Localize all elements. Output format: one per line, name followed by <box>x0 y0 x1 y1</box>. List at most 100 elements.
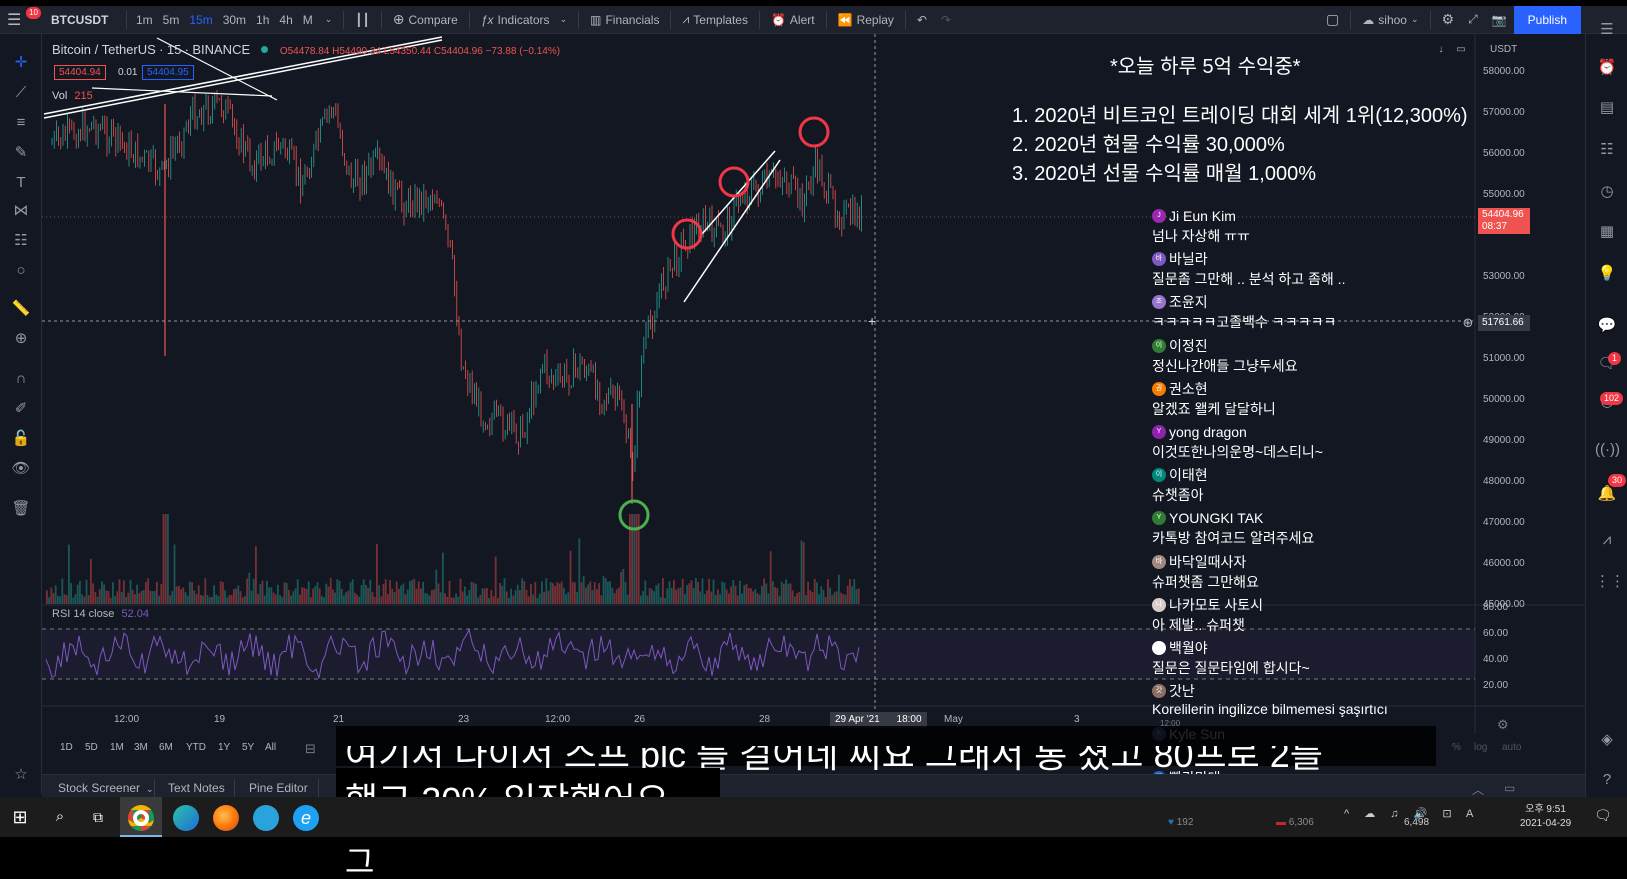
range-button[interactable]: 1Y <box>218 742 231 753</box>
range-button[interactable]: 1M <box>110 742 124 753</box>
edge-taskbar-button[interactable] <box>166 797 206 837</box>
chat-author[interactable]: 권 권소현 <box>1152 379 1482 399</box>
timeframe-1h[interactable]: 1h <box>256 12 270 27</box>
indicators-button[interactable]: ƒx Indicators ⌄ <box>480 12 568 27</box>
range-button[interactable]: 5Y <box>242 742 255 753</box>
publish-button[interactable]: Publish <box>1513 5 1581 34</box>
telegram-taskbar-button[interactable] <box>246 797 286 837</box>
chrome-taskbar-button[interactable] <box>120 797 162 837</box>
range-button[interactable]: 6M <box>159 742 173 753</box>
add-alert-button[interactable]: ⊕ <box>1460 315 1476 331</box>
chart-type-button[interactable]: ┃┃ <box>348 6 376 34</box>
undo-button[interactable]: ↶ <box>910 6 934 34</box>
maximize-pane-button[interactable]: ▭ <box>1454 44 1468 58</box>
watchlist-button[interactable]: ☰ <box>1595 18 1619 42</box>
legend-title[interactable]: Bitcoin / TetherUS <box>52 42 156 57</box>
pattern-tool[interactable]: ⋈ <box>10 200 32 222</box>
text-tool[interactable]: T <box>10 172 32 194</box>
trendline-tool[interactable]: ⟋ <box>10 82 32 104</box>
ask-price[interactable]: 54404.95 <box>142 65 194 80</box>
tab-stock-screener[interactable]: Stock Screener ⌄ <box>58 781 154 795</box>
brush-tool[interactable]: ✎ <box>10 142 32 164</box>
timeframe-5m[interactable]: 5m <box>162 12 180 27</box>
timeframe-15m[interactable]: 15m <box>189 12 213 27</box>
financials-button[interactable]: ▥ Financials <box>590 12 660 27</box>
hide-tool[interactable]: 👁 <box>10 458 32 480</box>
task-view-button[interactable]: ⧉ <box>86 805 110 829</box>
fib-tool[interactable]: ≡ <box>10 112 32 134</box>
chat-author[interactable]: 이 이태현 <box>1152 465 1482 485</box>
crosshair-tool[interactable]: ✛ <box>10 52 32 74</box>
chat-author[interactable]: J Ji Eun Kim <box>1152 206 1482 226</box>
notification-center-button[interactable]: 🗨 <box>1594 807 1612 824</box>
chat-author[interactable]: 갓 갓난 <box>1152 681 1482 701</box>
tray-icons[interactable]: ^ ☁ ♫ 🔊 ⊡ A <box>1344 808 1480 820</box>
ruler-tool[interactable]: 📏 <box>10 298 32 320</box>
replay-button[interactable]: ⏪ Replay <box>837 12 894 27</box>
collapse-panel-button[interactable]: ︿ <box>1472 781 1484 798</box>
menu-button[interactable]: ☰ 10 <box>0 6 44 34</box>
chart-canvas[interactable]: + <box>42 34 1585 774</box>
dom-button[interactable]: ⋮⋮ <box>1595 570 1625 594</box>
goto-date-button[interactable]: ⊟ <box>305 741 316 757</box>
chat-author[interactable]: 나 나카모토 사토시 <box>1152 595 1482 615</box>
rsi-legend[interactable]: RSI 14 close 52.04 <box>52 608 149 620</box>
chat-author[interactable]: 백월야 <box>1152 638 1482 658</box>
calendar-widget-button[interactable]: ▦ <box>1595 220 1619 244</box>
maximize-panel-button[interactable]: ▭ <box>1504 781 1515 795</box>
timeframe-M[interactable]: M <box>302 12 313 27</box>
templates-button[interactable]: ⩘ Templates <box>682 12 748 27</box>
range-button[interactable]: 3M <box>134 742 148 753</box>
volume-legend[interactable]: Vol 215 <box>52 90 93 102</box>
chart-settings-button[interactable]: ⚙ <box>1497 717 1509 733</box>
chat-author[interactable]: 조 조윤지 <box>1152 292 1482 312</box>
layers-button[interactable]: ◈ <box>1595 728 1619 752</box>
timeframe-30m[interactable]: 30m <box>222 12 247 27</box>
timeframe-dropdown[interactable]: ⌄ <box>318 6 340 34</box>
signal-button[interactable]: ((·)) <box>1595 438 1620 462</box>
remove-tool[interactable]: 🗑 <box>10 498 32 520</box>
settings-button[interactable]: ⚙ <box>1435 6 1462 34</box>
scale-toggle[interactable]: auto <box>1502 742 1522 753</box>
tab-text-notes[interactable]: Text Notes <box>168 781 225 795</box>
prediction-tool[interactable]: ☷ <box>10 230 32 252</box>
streams-button[interactable]: 💬 <box>1595 314 1619 338</box>
bell-button[interactable]: 🔔 <box>1595 482 1619 506</box>
currency-label[interactable]: USDT <box>1490 44 1518 55</box>
chat-author[interactable]: 이 이정진 <box>1152 336 1482 356</box>
calendar-button[interactable]: ◷ <box>1595 180 1619 204</box>
shape-tool[interactable]: ○ <box>10 260 32 282</box>
user-menu[interactable]: ☁ sihoo ⌄ <box>1362 12 1419 27</box>
firefox-taskbar-button[interactable] <box>206 797 246 837</box>
chat-author[interactable]: Y YOUNGKI TAK <box>1152 508 1482 528</box>
chat-author[interactable]: 바 바닥일때사자 <box>1152 552 1482 572</box>
chat-author[interactable]: 바 바닐라 <box>1152 249 1482 269</box>
favorites-tool[interactable]: ☆ <box>10 764 32 786</box>
range-button[interactable]: 1D <box>60 742 73 753</box>
alerts-button[interactable]: ⏰ <box>1595 56 1619 80</box>
layout-button[interactable]: ▢ <box>1319 6 1346 34</box>
timeframe-1m[interactable]: 1m <box>136 12 153 27</box>
alert-button[interactable]: ⏰ Alert <box>770 12 815 27</box>
range-button[interactable]: YTD <box>186 742 206 753</box>
bid-price[interactable]: 54404.94 <box>54 65 106 80</box>
snapshot-button[interactable]: 📷 <box>1485 6 1514 34</box>
range-button[interactable]: All <box>265 742 277 753</box>
ideas-button[interactable]: 💡 <box>1595 262 1619 286</box>
start-button[interactable]: ⊞ <box>8 805 32 829</box>
trend-button[interactable]: ⩘ <box>1595 528 1619 552</box>
scale-toggle[interactable]: log <box>1474 742 1488 753</box>
ie-taskbar-button[interactable]: e <box>286 797 326 837</box>
system-clock[interactable]: 오후 9:51 2021-04-29 <box>1520 804 1572 829</box>
help-button[interactable]: ? <box>1595 768 1619 792</box>
magnet-tool[interactable]: ∩ <box>10 368 32 390</box>
search-button[interactable]: ⌕ <box>48 805 72 829</box>
zoom-tool[interactable]: ⊕ <box>10 328 32 350</box>
fullscreen-button[interactable]: ⤢ <box>1461 6 1485 34</box>
data-window-button[interactable]: ▤ <box>1595 96 1619 120</box>
scale-toggle[interactable]: % <box>1452 742 1461 753</box>
lock-tool[interactable]: 🔓 <box>10 428 32 450</box>
tab-pine-editor[interactable]: Pine Editor <box>249 781 308 795</box>
compare-button[interactable]: ⊕ Compare <box>392 11 458 27</box>
